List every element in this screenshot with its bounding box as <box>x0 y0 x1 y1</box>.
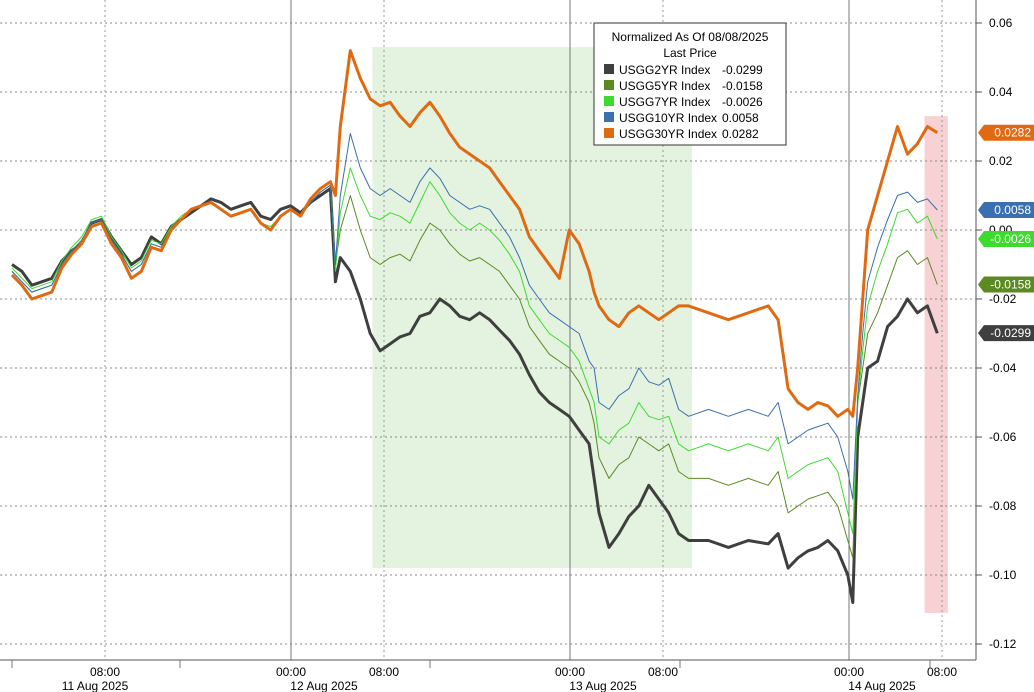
series-line-usgg30yr <box>10 49 939 418</box>
x-date-label: 13 Aug 2025 <box>569 679 637 692</box>
legend-series-value: 0.0282 <box>722 127 759 141</box>
x-date-label: 12 Aug 2025 <box>290 679 358 692</box>
legend-series-name: USGG7YR Index <box>619 95 710 109</box>
y-tick-label: -0.04 <box>989 361 1017 375</box>
legend-swatch <box>604 96 614 106</box>
y-tick-label: -0.08 <box>989 499 1017 513</box>
legend-header-line2: Last Price <box>663 46 717 60</box>
series-lines <box>10 49 939 605</box>
last-value-label: -0.0158 <box>990 278 1031 292</box>
last-value-tag <box>978 230 1034 247</box>
legend-series-name: USGG5YR Index <box>619 79 710 93</box>
x-tick-label: 08:00 <box>90 665 120 679</box>
x-date-label: 11 Aug 2025 <box>62 679 129 692</box>
x-tick-label: 08:00 <box>369 665 399 679</box>
y-tick-label: -0.12 <box>989 637 1017 651</box>
legend-series-name: USGG30YR Index <box>619 127 717 141</box>
series-line-usgg7yr <box>11 167 938 535</box>
x-tick-label: 08:00 <box>648 665 678 679</box>
last-value-label: 0.0058 <box>994 203 1031 217</box>
x-tick-label: 08:00 <box>927 665 957 679</box>
last-value-tag <box>978 276 1034 293</box>
legend-swatch <box>604 80 614 90</box>
y-tick-label: 0.06 <box>989 16 1013 30</box>
legend-swatch <box>604 64 614 74</box>
last-value-tags: -0.0299 -0.0158 -0.0026 0.0058 0.0282 <box>978 124 1034 342</box>
y-tick-label: 0.04 <box>989 85 1013 99</box>
y-axis: 0.060.040.020.00-0.02-0.04-0.06-0.08-0.1… <box>975 0 1017 660</box>
last-value-label: -0.0026 <box>990 232 1031 246</box>
last-value-tag <box>978 325 1034 342</box>
legend-swatch <box>604 112 614 122</box>
legend-series-name: USGG10YR Index <box>619 111 717 125</box>
legend: Normalized As Of 08/08/2025 Last Price U… <box>593 22 787 146</box>
last-value-label: 0.0282 <box>994 126 1031 140</box>
y-tick-label: -0.06 <box>989 430 1017 444</box>
x-tick-label: 00:00 <box>834 665 864 679</box>
shaded-region <box>924 116 948 613</box>
y-tick-label: 0.02 <box>989 154 1013 168</box>
legend-header-line1: Normalized As Of 08/08/2025 <box>612 30 769 44</box>
legend-series-value: 0.0058 <box>722 111 759 125</box>
legend-series-value: -0.0299 <box>722 63 763 77</box>
x-date-label: 14 Aug 2025 <box>848 679 916 692</box>
legend-series-value: -0.0026 <box>722 95 763 109</box>
last-value-tag <box>978 124 1034 141</box>
x-tick-label: 00:00 <box>276 665 306 679</box>
last-value-tag <box>978 201 1034 218</box>
y-tick-label: -0.10 <box>989 568 1017 582</box>
legend-series-value: -0.0158 <box>722 79 763 93</box>
y-tick-label: -0.02 <box>989 292 1017 306</box>
legend-box <box>593 22 787 146</box>
legend-series-name: USGG2YR Index <box>619 63 710 77</box>
last-value-label: -0.0299 <box>990 326 1031 340</box>
x-tick-label: 00:00 <box>555 665 585 679</box>
legend-swatch <box>604 128 614 138</box>
